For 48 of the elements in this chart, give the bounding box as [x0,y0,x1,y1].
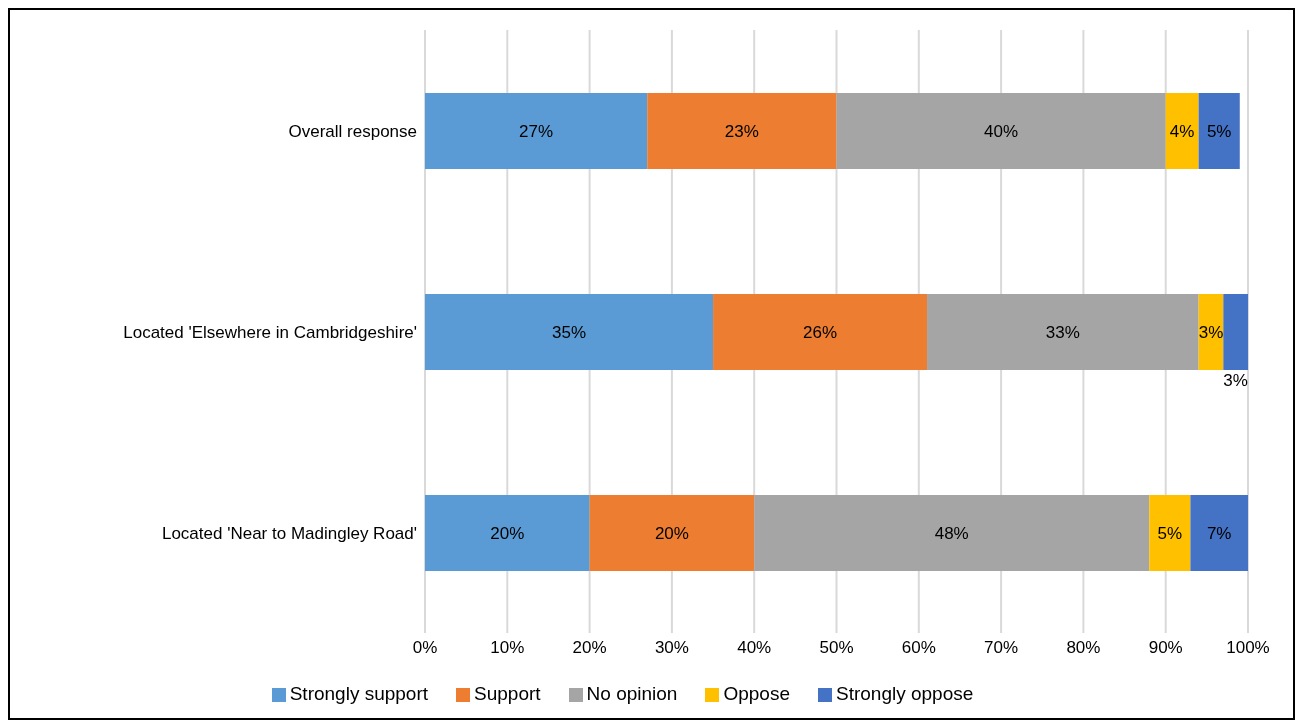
bar [647,93,837,169]
data-label: 5% [1157,523,1183,543]
legend-label: Support [474,683,541,704]
y-tick-label: Located 'Elsewhere in Cambridgeshire' [123,322,417,342]
x-tick-label: 100% [1226,638,1270,658]
bar [927,294,1199,370]
legend-label: Strongly oppose [835,683,974,704]
x-tick-label: 50% [819,638,854,658]
bar [425,495,590,571]
x-tick-label: 20% [572,638,607,658]
data-label: 48% [934,523,969,543]
data-label: 27% [519,121,554,141]
legend-label: Oppose [723,683,790,704]
bar [589,495,755,571]
bar [1190,495,1248,571]
y-tick-label: Overall response [288,121,417,141]
x-tick-label: 80% [1066,638,1101,658]
data-label: 33% [1045,322,1080,342]
data-label: 7% [1206,523,1232,543]
data-label: 23% [724,121,759,141]
x-tick-label: 60% [901,638,936,658]
bar [1149,495,1191,571]
data-label: 3% [1198,322,1224,342]
x-tick-label: 0% [412,638,438,658]
x-tick-label: 40% [737,638,772,658]
legend-label: Strongly support [289,683,429,704]
bar [836,93,1166,169]
bar [1223,294,1248,370]
data-label: 26% [803,322,838,342]
y-tick-label: Located 'Near to Madingley Road' [161,523,417,543]
legend-label: No opinion [586,683,678,704]
data-label: 5% [1206,121,1232,141]
bar [425,93,648,169]
x-tick-label: 90% [1148,638,1183,658]
data-label: 4% [1169,121,1195,141]
data-label: 40% [984,121,1019,141]
bar [1165,93,1199,169]
data-label: 3% [1223,370,1248,390]
bar [754,495,1150,571]
data-label: 20% [490,523,525,543]
bar [425,294,714,370]
data-label: 20% [654,523,689,543]
x-tick-label: 10% [490,638,525,658]
bar [1198,93,1240,169]
bar [713,294,928,370]
x-tick-label: 30% [654,638,689,658]
x-tick-label: 70% [984,638,1019,658]
data-label: 35% [552,322,587,342]
